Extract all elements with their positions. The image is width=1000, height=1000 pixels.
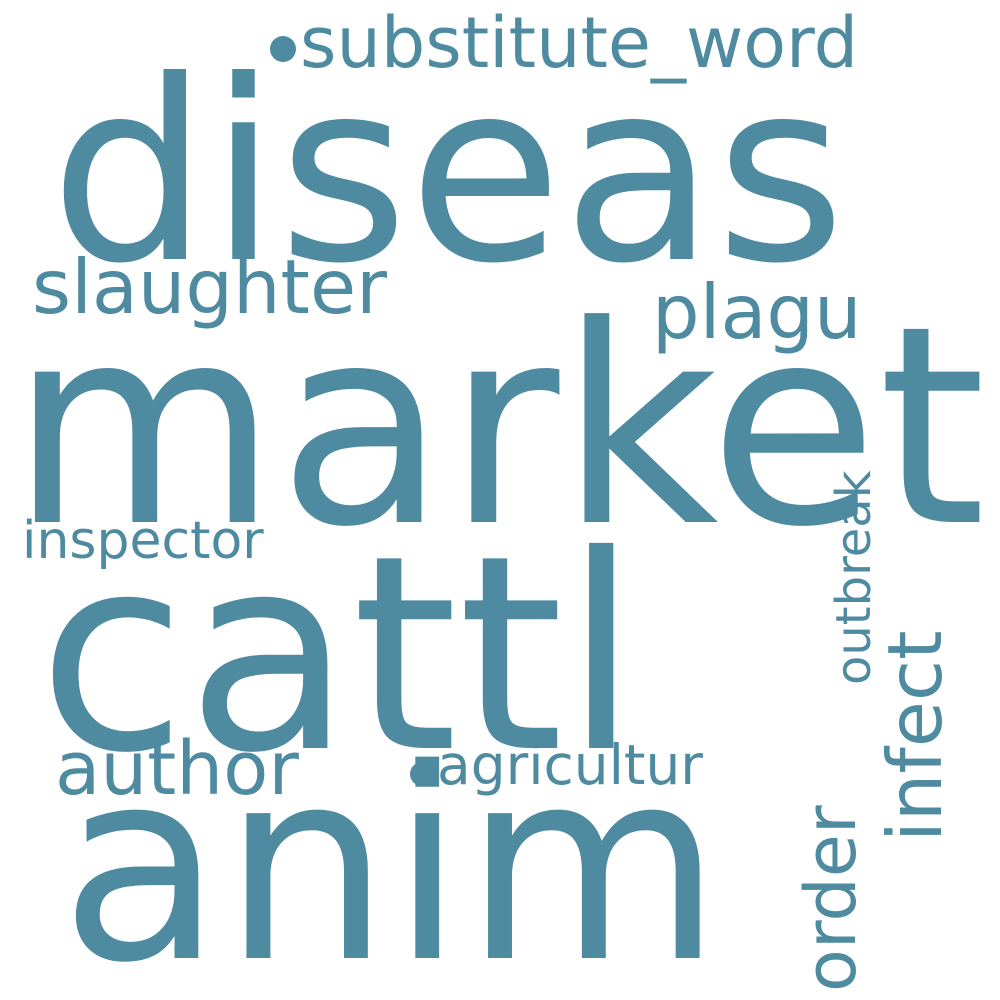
word-cattl: cattl (38, 497, 639, 812)
word-plagu: plagu (652, 268, 862, 356)
word-author: author (55, 726, 299, 812)
word-anim: anim (60, 713, 723, 1000)
bullet-dot (410, 762, 434, 786)
word-inspector: inspector (22, 511, 264, 571)
word-agricultur: agricultur (437, 733, 703, 797)
word-diseas: diseas (50, 27, 846, 318)
word-slaughter: slaughter (32, 243, 387, 331)
bullet-dot (270, 36, 296, 62)
word-market: market (10, 267, 986, 587)
word-infect: infect (871, 630, 959, 842)
word-substitute-word: substitute_word (300, 2, 859, 84)
word-order: order (790, 805, 872, 992)
